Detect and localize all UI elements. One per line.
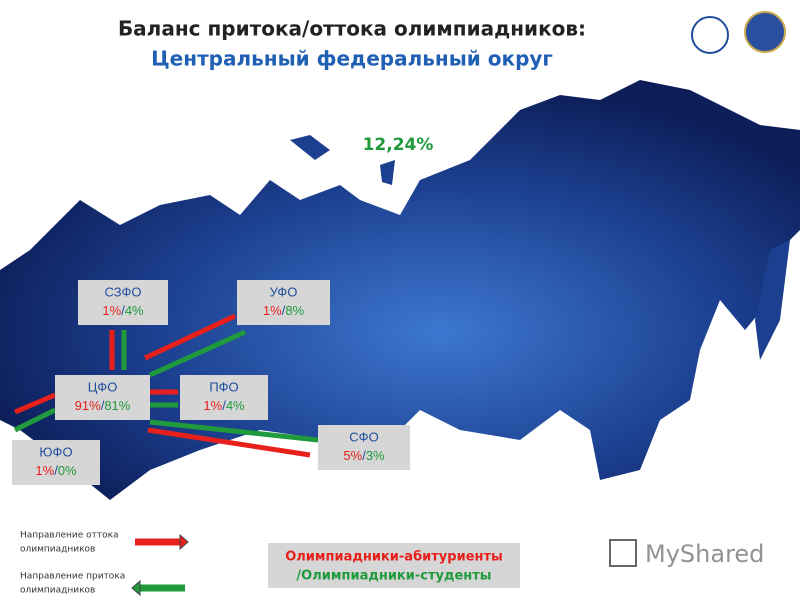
islands: [290, 135, 395, 185]
watermark-icon: [609, 539, 637, 567]
inflow-value: 4%: [226, 398, 245, 413]
district-values: 91%/81%: [75, 398, 131, 413]
note-box: [268, 543, 520, 588]
district-values: 1%/0%: [35, 463, 77, 478]
note-text: Олимпиадники-абитуриенты: [285, 550, 503, 565]
kamchatka: [755, 240, 790, 360]
district-values: 5%/3%: [343, 448, 385, 463]
district-box: [237, 280, 330, 325]
district-name: ЦФО: [88, 379, 118, 394]
outflow-value: 1%: [102, 303, 121, 318]
district-box: [180, 375, 268, 420]
district-box: [78, 280, 168, 325]
district-name: ЮФО: [39, 444, 72, 459]
arrow-heads: [131, 533, 189, 597]
district-box: [318, 425, 410, 470]
inflow-value: 3%: [366, 448, 385, 463]
outflow-value: 1%: [203, 398, 222, 413]
legend-text: олимпиадников: [20, 586, 95, 596]
outflow-value: 5%: [343, 448, 362, 463]
district-box: [55, 375, 150, 420]
outflow-value: 1%: [35, 463, 54, 478]
legend-text: Направление притока: [20, 572, 125, 582]
district-name: СФО: [349, 429, 378, 444]
inflow-value: 81%: [104, 398, 130, 413]
separator: /: [222, 398, 226, 413]
inflow-value: 4%: [125, 303, 144, 318]
district-boxes: СЗФО1%/4%УФО1%/8%ЦФО91%/81%ПФО1%/4%ЮФО1%…: [12, 280, 410, 485]
district-name: УФО: [270, 284, 298, 299]
separator: /: [121, 303, 125, 318]
outflow-value: 1%: [263, 303, 282, 318]
district-values: 1%/4%: [102, 303, 144, 318]
note-text: /Олимпиадники-студенты: [296, 569, 491, 584]
total: 12,24%: [363, 135, 434, 155]
inflow-value: 0%: [58, 463, 77, 478]
separator: /: [101, 398, 105, 413]
legend-text: олимпиадников: [20, 545, 95, 555]
district-box: [12, 440, 100, 485]
outflow-value: 91%: [75, 398, 101, 413]
separator: /: [54, 463, 58, 478]
district-name: ПФО: [209, 379, 238, 394]
logo: [744, 11, 786, 53]
logo: [691, 16, 729, 54]
district-name: СЗФО: [105, 284, 142, 299]
legend-text: Направление оттока: [20, 531, 119, 541]
separator: /: [362, 448, 366, 463]
title: Баланс притока/оттока олимпиадников:: [118, 17, 586, 41]
subtitle: Центральный федеральный округ: [151, 47, 553, 71]
inflow-value: 8%: [285, 303, 304, 318]
watermark: MyShared: [645, 540, 764, 568]
district-values: 1%/4%: [203, 398, 245, 413]
district-values: 1%/8%: [263, 303, 305, 318]
separator: /: [282, 303, 286, 318]
arrows: [13, 313, 319, 592]
